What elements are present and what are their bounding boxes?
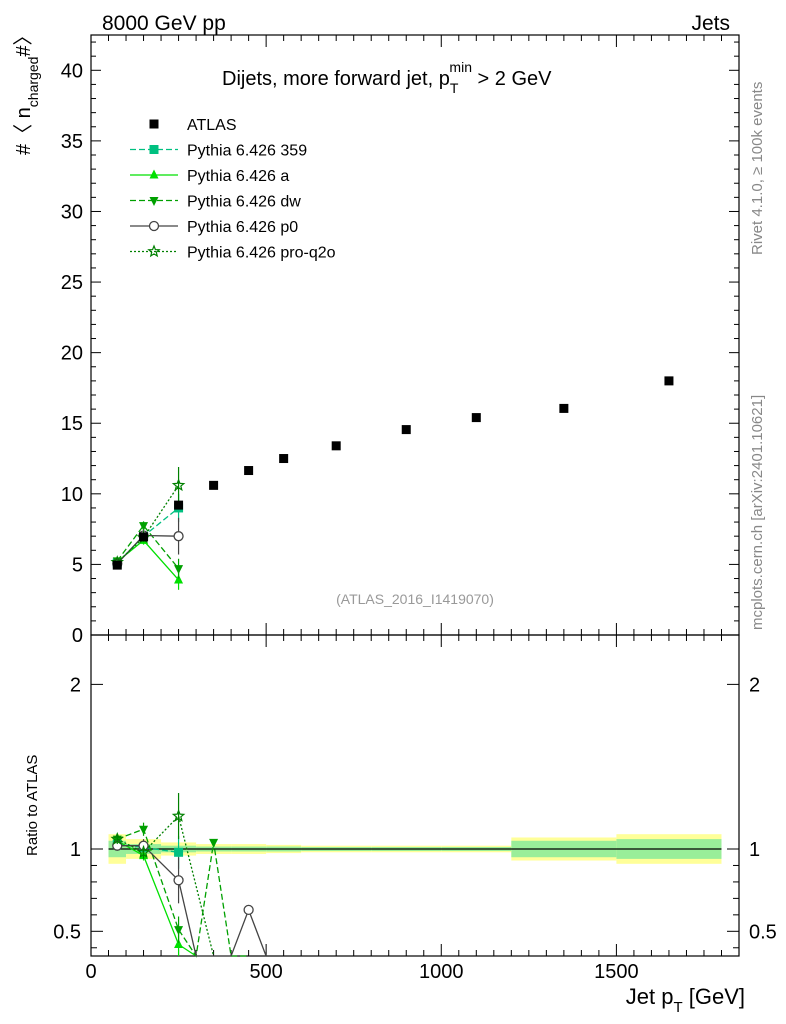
reference-point <box>244 466 254 476</box>
main-y-tick-label: 40 <box>61 60 83 82</box>
ratio-point <box>173 875 184 886</box>
ratio-y-tick-label-right: 0.5 <box>749 921 777 943</box>
main-y-tick-label: 25 <box>61 272 83 294</box>
series-point <box>174 565 184 575</box>
x-axis-label-tail: [GeV] <box>683 984 745 1009</box>
legend-label: Pythia 6.426 a <box>187 168 289 185</box>
series-point <box>174 574 184 584</box>
x-axis-label-sub: T <box>673 999 682 1016</box>
legend-marker <box>148 220 160 232</box>
legend-label: Pythia 6.426 359 <box>187 143 307 160</box>
legend-marker <box>149 145 159 154</box>
reference-point <box>471 413 481 423</box>
ratio-series-line <box>117 843 179 853</box>
legend: ATLAS Pythia 6.426 359 Pythia 6.426 a Pythi… <box>130 117 336 262</box>
x-tick-label: 0 <box>85 961 96 983</box>
ratio-y-tick-label: 2 <box>70 674 81 696</box>
main-y-ticks: 0 5 10 15 20 25 30 35 40 <box>61 41 739 647</box>
reference-point <box>279 454 289 464</box>
ratio-y-tick-label: 0.5 <box>53 921 81 943</box>
analysis-watermark: (ATLAS_2016_I1419070) <box>336 591 494 607</box>
ratio-y-tick-label-right: 2 <box>749 674 760 696</box>
chart-title-sup: min <box>449 59 472 75</box>
legend-label: Pythia 6.426 pro-q2o <box>187 245 336 262</box>
x-tick-label: 500 <box>249 961 282 983</box>
series-point <box>173 531 184 542</box>
legend-label: Pythia 6.426 p0 <box>187 219 298 236</box>
reference-point <box>664 376 674 386</box>
ratio-series-line <box>117 845 267 957</box>
ratio-point <box>209 838 219 848</box>
ratio-data-marks <box>110 793 267 958</box>
ratio-point <box>174 847 184 857</box>
chart-title-main: Dijets, more forward jet, p <box>222 68 450 90</box>
ratio-bands <box>108 834 722 864</box>
chart-title-tail: > 2 GeV <box>472 68 552 90</box>
reference-point <box>209 480 219 490</box>
series-line <box>116 539 180 581</box>
ratio-panel-frame <box>90 634 740 957</box>
main-data-marks <box>110 376 674 590</box>
y-axis-label-pre: #〈 n <box>13 107 35 155</box>
ratio-point <box>110 831 125 845</box>
reference-point <box>401 425 411 435</box>
x-tick-label: 1500 <box>594 961 639 983</box>
x-tick-label: 1000 <box>419 961 464 983</box>
legend-label-atlas: ATLAS <box>187 117 237 134</box>
ratio-panel: 0.5 0.5 1 1 2 2 0 500 1000 1500 Ratio to ATLAS <box>24 634 777 983</box>
legend-marker <box>147 244 161 258</box>
ratio-point <box>243 904 254 916</box>
legend-marker-atlas <box>149 119 159 129</box>
legend-marker <box>149 197 159 206</box>
legend-marker <box>149 169 159 179</box>
chart-title-sub: T <box>450 80 459 96</box>
ratio-y-ticks: 0.5 0.5 1 1 2 2 <box>53 674 777 949</box>
chart-title: Dijets, more forward jet, pTmin > 2 GeV <box>222 59 552 96</box>
ratio-y-tick-label-right: 1 <box>749 839 760 861</box>
ratio-point <box>174 926 184 936</box>
header-right: Jets <box>691 12 730 35</box>
reference-point <box>331 441 341 451</box>
x-axis-label: Jet pT [GeV] <box>626 984 745 1016</box>
main-y-tick-label: 30 <box>61 201 83 223</box>
y-axis-label-sub: charged <box>25 57 41 108</box>
main-panel: 0 5 10 15 20 25 30 35 40 Dijets, more forward je… <box>13 25 740 647</box>
main-y-tick-label: 5 <box>72 554 83 576</box>
ratio-x-ticks: 0 500 1000 1500 <box>85 635 722 983</box>
main-y-tick-label: 15 <box>61 413 83 435</box>
main-y-tick-label: 35 <box>61 131 83 153</box>
legend-label: Pythia 6.426 dw <box>187 194 301 211</box>
reference-point <box>559 403 569 413</box>
rivet-label: Rivet 4.1.0, ≥ 100k events <box>749 82 766 255</box>
main-y-tick-label: 0 <box>72 625 83 647</box>
ratio-point <box>171 808 186 822</box>
ratio-point <box>139 825 149 835</box>
reference-point <box>174 500 184 510</box>
main-y-tick-label: 10 <box>61 484 83 506</box>
header-left: 8000 GeV pp <box>102 12 226 35</box>
ratio-y-tick-label: 1 <box>70 839 81 861</box>
reference-point <box>139 532 149 542</box>
ratio-y-axis-label: Ratio to ATLAS <box>24 755 41 856</box>
series-line <box>116 485 180 563</box>
ratio-point <box>136 845 151 859</box>
main-x-ticks <box>90 35 722 635</box>
series-point <box>139 522 149 532</box>
y-axis-label-post: #〉 <box>13 25 35 56</box>
ratio-series-line <box>117 814 215 957</box>
mcplots-label: mcplots.cern.ch [arXiv:2401.10621] <box>749 395 766 630</box>
ratio-point <box>174 938 184 948</box>
y-axis-label: #〈 ncharged#〉 <box>13 25 41 155</box>
series-line <box>116 524 180 570</box>
ratio-series-line <box>116 840 197 957</box>
main-y-tick-label: 20 <box>61 343 83 365</box>
reference-point <box>112 560 122 570</box>
x-axis-label-main: Jet p <box>626 984 674 1009</box>
series-point <box>171 478 186 492</box>
